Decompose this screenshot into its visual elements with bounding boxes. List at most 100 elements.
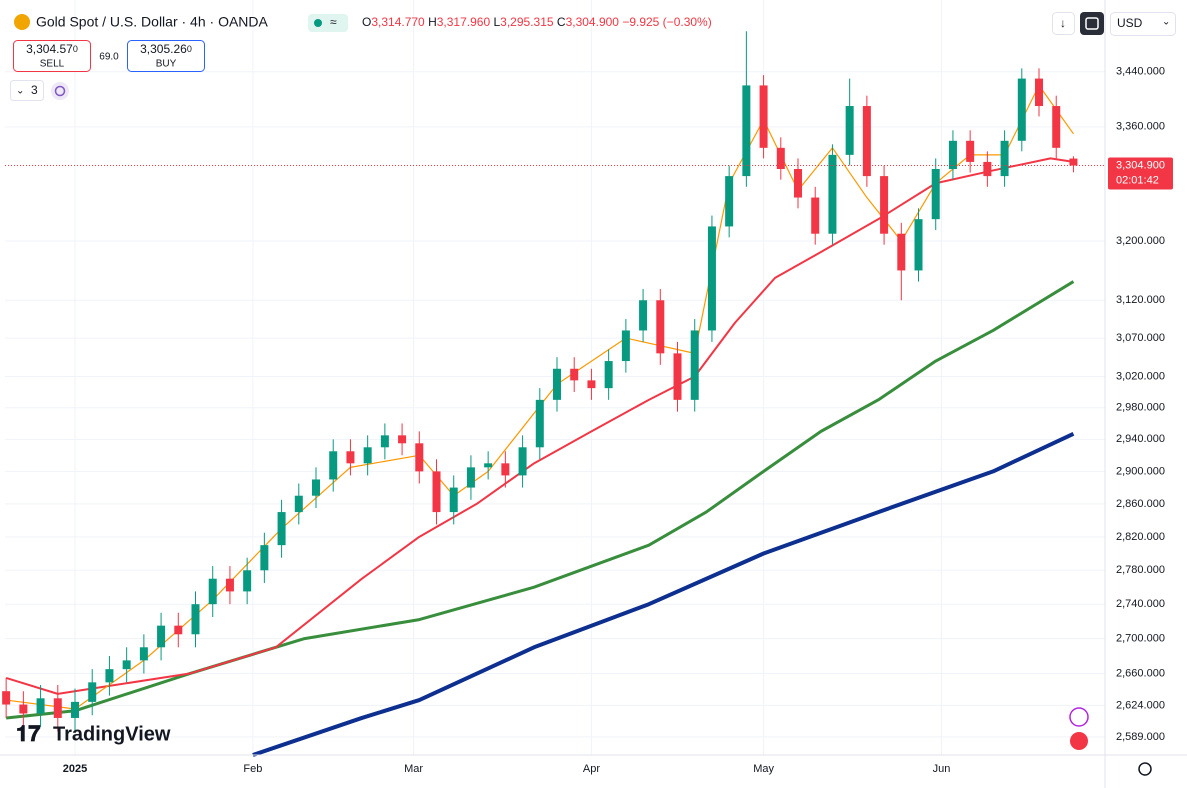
- candle-body: [880, 176, 889, 234]
- c-label: C: [557, 15, 566, 29]
- candle-body: [88, 682, 97, 702]
- candle-body: [1052, 106, 1061, 148]
- market-badge[interactable]: [308, 14, 348, 32]
- candle-body: [931, 168, 940, 220]
- y-tick-label: 2,700.000: [1116, 633, 1165, 645]
- l-label: L: [493, 15, 500, 29]
- candle-body: [71, 701, 80, 718]
- candle-body: [466, 467, 475, 488]
- x-tick-label: 2025: [63, 763, 87, 775]
- screen-icon: [1085, 17, 1099, 30]
- alert-icon[interactable]: [1069, 707, 1089, 727]
- candle-body: [174, 625, 183, 635]
- candle-body: [535, 399, 544, 448]
- down-button[interactable]: [1052, 12, 1075, 35]
- y-tick-label: 2,660.000: [1116, 667, 1165, 679]
- candle-body: [2, 691, 11, 705]
- y-tick-label: 2,624.000: [1116, 699, 1165, 711]
- events-icon[interactable]: [1070, 732, 1088, 750]
- sell-button[interactable]: [13, 40, 91, 72]
- candle-body: [53, 698, 62, 718]
- y-tick-label: 3,120.000: [1116, 294, 1165, 306]
- buy-button[interactable]: [127, 40, 205, 72]
- sell-price: 3,304.570: [26, 42, 78, 56]
- currency-select[interactable]: [1110, 12, 1176, 36]
- candle-body: [501, 463, 510, 476]
- currency: USD: [1117, 16, 1143, 30]
- plot: [2, 0, 1105, 757]
- candle-body: [862, 106, 871, 177]
- candle-body: [225, 578, 234, 592]
- candle-body: [157, 625, 166, 648]
- candle-body: [208, 578, 217, 605]
- candle-body: [36, 698, 45, 714]
- candle-body: [380, 435, 389, 448]
- h-label: H: [428, 15, 437, 29]
- candle-body: [742, 85, 751, 177]
- candle-body: [449, 487, 458, 513]
- candle-body: [553, 368, 562, 400]
- y-tick-label: 2,940.000: [1116, 433, 1165, 445]
- indicator-toggle[interactable]: [10, 80, 44, 101]
- change: −9.925 (−0.30%): [622, 15, 711, 29]
- sell-digit: 0: [73, 44, 78, 54]
- o-label: O: [362, 15, 371, 29]
- candle-body: [983, 161, 992, 177]
- down-icon: ↓: [1060, 16, 1066, 30]
- candle-body: [604, 361, 613, 389]
- candle-body: [794, 168, 803, 198]
- y-tick-label: 3,440.000: [1116, 66, 1165, 78]
- candle-body: [243, 570, 252, 592]
- candle-body: [690, 330, 699, 400]
- candle-body: [1000, 140, 1009, 177]
- y-tick-label: 3,070.000: [1116, 332, 1165, 344]
- y-tick-label: 2,900.000: [1116, 465, 1165, 477]
- candle-body: [948, 140, 957, 169]
- last-price-label: 3,304.900: [1116, 159, 1165, 171]
- y-tick-label: 2,740.000: [1116, 598, 1165, 610]
- market-dot: [314, 19, 322, 27]
- candle-body: [776, 147, 785, 169]
- candle-body: [914, 219, 923, 271]
- x-tick-label: May: [753, 763, 774, 775]
- sync-button[interactable]: [51, 82, 69, 100]
- y-tick-label: 2,589.000: [1116, 731, 1165, 743]
- screen-button[interactable]: [1080, 12, 1104, 35]
- x-tick-label: Jun: [933, 763, 951, 775]
- candle-body: [139, 647, 148, 661]
- buy-label: BUY: [156, 59, 177, 70]
- buy-price-main: 3,305.26: [140, 42, 187, 56]
- c-value: 3,304.900: [566, 15, 620, 29]
- y-tick-label: 2,860.000: [1116, 498, 1165, 510]
- candle-body: [415, 443, 424, 472]
- candle-body: [707, 226, 716, 331]
- h-value: 3,317.960: [437, 15, 491, 29]
- candle-body: [260, 545, 269, 571]
- sell-label: SELL: [40, 59, 65, 70]
- candle-body: [725, 176, 734, 227]
- buy-digit: 0: [187, 44, 192, 54]
- ohlc: O3,314.770 H3,317.960 L3,295.315 C3,304.…: [362, 15, 712, 29]
- moving-average: [5, 157, 1074, 695]
- symbol-icon: [14, 14, 30, 30]
- candle-body: [1035, 78, 1044, 107]
- price-label-bg: [1108, 157, 1173, 190]
- candle-body: [828, 154, 837, 234]
- candle-body: [277, 512, 286, 546]
- y-tick-label: 2,780.000: [1116, 564, 1165, 576]
- candle-body: [1017, 78, 1026, 141]
- symbol-title: Gold Spot / U.S. Dollar · 4h · OANDA: [36, 14, 269, 30]
- y-tick-label: 2,980.000: [1116, 402, 1165, 414]
- settings-icon[interactable]: [1138, 762, 1152, 776]
- x-tick-label: Mar: [404, 763, 423, 775]
- chevron: ⌄: [1162, 17, 1170, 28]
- candle-body: [966, 140, 975, 162]
- candle-body: [639, 300, 648, 331]
- candle-body: [621, 330, 630, 362]
- logo: TradingView: [53, 723, 171, 745]
- candle-body: [845, 106, 854, 155]
- buy-price: 3,305.260: [140, 42, 192, 56]
- sell-price-main: 3,304.57: [26, 42, 73, 56]
- y-tick-label: 3,360.000: [1116, 121, 1165, 133]
